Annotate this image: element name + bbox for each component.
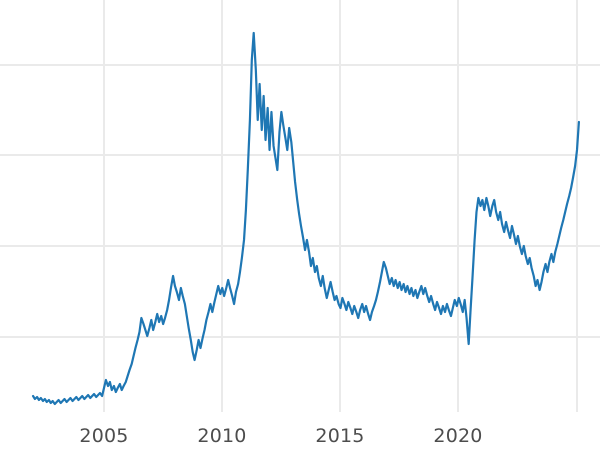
vertical-gridlines: [103, 0, 578, 412]
data-series-line: [31, 31, 580, 406]
horizontal-gridlines: [0, 64, 600, 338]
